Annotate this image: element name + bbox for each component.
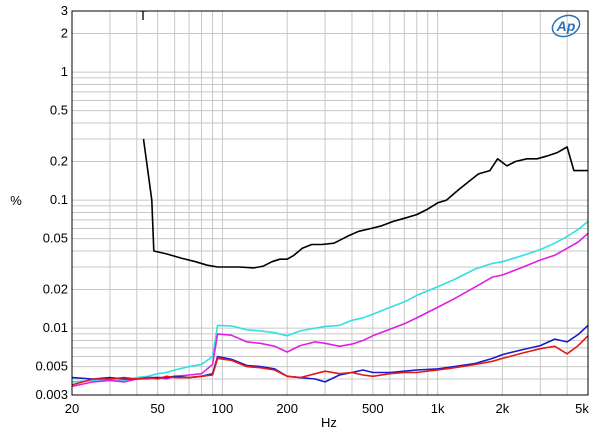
- y-tick-label: 0.05: [43, 231, 68, 246]
- y-tick-label: 0.2: [50, 154, 68, 169]
- x-tick-label: 5k: [575, 401, 589, 416]
- y-tick-label: 0.003: [35, 387, 68, 402]
- series-line-1: [142, 138, 588, 269]
- x-tick-labels: 20 50 100 200 500 1k 2k 5k: [65, 401, 590, 416]
- y-tick-label: 0.005: [35, 359, 68, 374]
- y-tick-label: 2: [61, 26, 68, 41]
- x-axis-label: Hz: [321, 415, 337, 430]
- x-tick-label: 500: [362, 401, 384, 416]
- series-line-3: [71, 232, 589, 388]
- x-tick-label: 20: [65, 401, 79, 416]
- y-tick-label: 1: [61, 64, 68, 79]
- y-axis-label: %: [10, 193, 22, 208]
- y-tick-label: 0.01: [43, 320, 68, 335]
- ap-logo-ring: [551, 14, 581, 38]
- y-tick-labels: 3 2 1 0.5 0.2 0.1 0.05 0.02 0.01 0.005 0.003: [35, 3, 68, 402]
- series-group: [71, 138, 589, 388]
- grid-lines: [72, 11, 588, 395]
- ap-logo-text: Ap: [556, 18, 576, 34]
- x-tick-label: 50: [150, 401, 164, 416]
- series-line-2: [71, 220, 589, 383]
- x-tick-label: 100: [212, 401, 234, 416]
- y-tick-label: 0.02: [43, 282, 68, 297]
- x-tick-label: 1k: [431, 401, 445, 416]
- ap-logo: Ap: [551, 14, 581, 38]
- plot-frame: [71, 10, 589, 396]
- series-line-5: [71, 335, 589, 386]
- x-tick-label: 200: [276, 401, 298, 416]
- marker-label: T: [139, 7, 148, 23]
- x-tick-label: 2k: [496, 401, 510, 416]
- y-tick-label: 0.5: [50, 103, 68, 118]
- y-tick-label: 3: [61, 3, 68, 18]
- y-tick-label: 0.1: [50, 192, 68, 207]
